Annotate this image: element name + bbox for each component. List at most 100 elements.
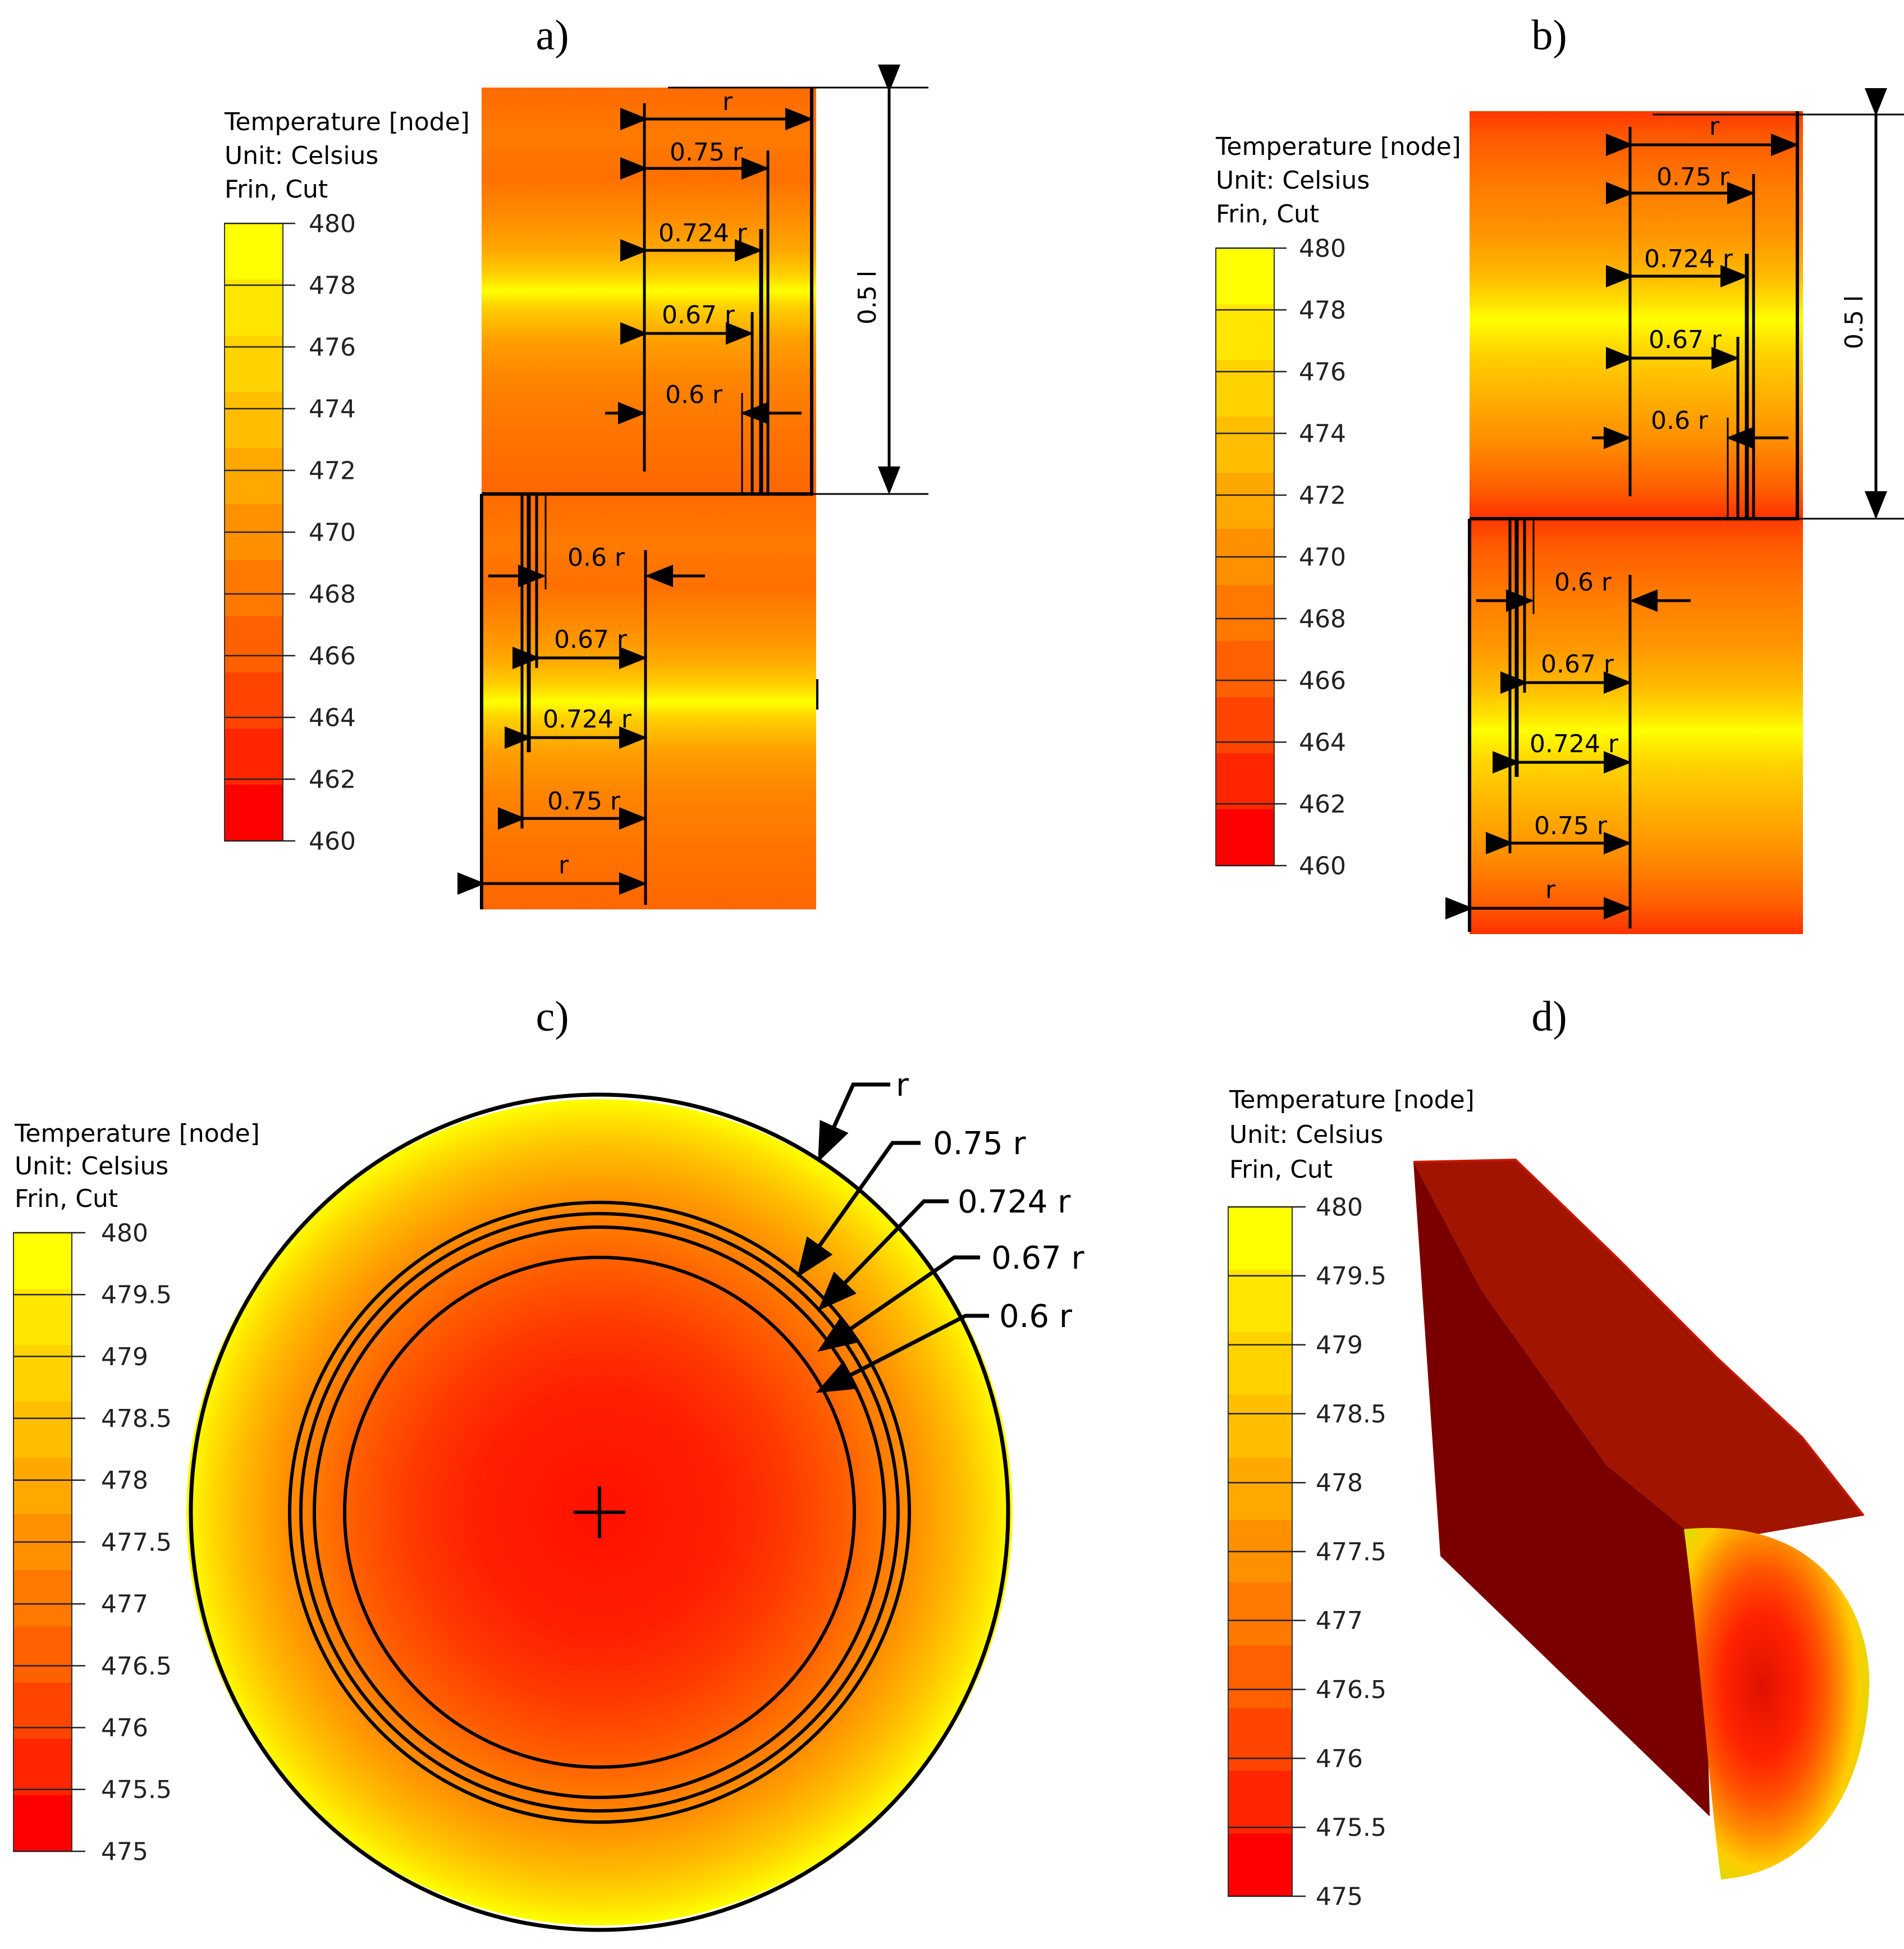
legend-d-colorbar-band-1 bbox=[1228, 1269, 1292, 1333]
legend-d-colorbar-tick-label-6: 477 bbox=[1316, 1607, 1363, 1635]
panel-b: Temperature [node] Unit: Celsius Frin, C… bbox=[1215, 88, 1904, 934]
legend-b-colorbar-band-4 bbox=[1216, 473, 1274, 529]
half-cylinder-end-face bbox=[1684, 1527, 1870, 1879]
panel-label-b: b) bbox=[1531, 12, 1567, 59]
legend-c-colorbar-band-6 bbox=[13, 1570, 72, 1627]
legend-a-colorbar-band-9 bbox=[225, 729, 283, 785]
legend-a-colorbar-band-1 bbox=[225, 280, 283, 336]
legend-d: Temperature [node] Unit: Celsius Frin, C… bbox=[1228, 1086, 1475, 1911]
legend-a-colorbar-tick-label-8: 464 bbox=[309, 703, 356, 732]
callout-067-arrow bbox=[817, 1255, 980, 1352]
dim-a-r-label: r bbox=[722, 88, 733, 116]
dim-b-r-label: r bbox=[1709, 112, 1720, 141]
legend-b-colorbar-tick-label-4: 472 bbox=[1299, 481, 1346, 510]
legend-d-colorbar-tick-label-9: 475.5 bbox=[1316, 1814, 1386, 1842]
ring-0724 bbox=[299, 1212, 900, 1813]
legend-c-colorbar-tick-label-5: 477.5 bbox=[101, 1528, 172, 1557]
dim-b-0724-label: 0.724 r bbox=[1644, 245, 1733, 273]
dim-b-067-label: 0.67 r bbox=[1649, 326, 1722, 354]
dim-a-low-067-label: 0.67 r bbox=[554, 625, 628, 654]
cross-section-outline bbox=[189, 1092, 1010, 1932]
legend-a-colorbar-tick-label-3: 474 bbox=[309, 395, 356, 423]
dim-a-067-label: 0.67 r bbox=[662, 301, 735, 330]
dim-b-low-06-label: 0.6 r bbox=[1554, 568, 1612, 597]
legend-d-colorbar-tick-label-7: 476.5 bbox=[1316, 1676, 1386, 1704]
legend-b-colorbar-tick-label-9: 462 bbox=[1299, 790, 1346, 818]
callout-0724-arrow bbox=[818, 1199, 949, 1311]
callout-r-label: r bbox=[896, 1067, 909, 1104]
legend-a-colorbar-band-10 bbox=[225, 785, 283, 841]
legend-a-colorbar-tick-label-0: 480 bbox=[309, 209, 356, 238]
legend-a-colorbar-band-2 bbox=[225, 336, 283, 392]
specimen-a-lower bbox=[482, 494, 816, 909]
callout-0724-label: 0.724 r bbox=[958, 1184, 1071, 1220]
legend-b-colorbar-tick-label-7: 466 bbox=[1299, 666, 1346, 695]
legend-c-colorbar-tick-label-7: 476.5 bbox=[101, 1652, 172, 1681]
legend-c-colorbar: 480 479.5 479 478.5 478 477.5 477 476.5 476 475.5… bbox=[13, 1219, 172, 1866]
legend-d-colorbar-tick-label-4: 478 bbox=[1316, 1469, 1363, 1498]
ring-075 bbox=[288, 1201, 911, 1824]
legend-d-colorbar-band-0 bbox=[1228, 1207, 1292, 1270]
legend-b-colorbar-band-10 bbox=[1216, 809, 1274, 866]
legend-c-colorbar-tick-label-3: 478.5 bbox=[101, 1404, 172, 1433]
dim-a-low-075-label: 0.75 r bbox=[547, 787, 621, 816]
legend-a-colorbar-tick-label-6: 468 bbox=[309, 580, 356, 609]
legend-b-colorbar-band-8 bbox=[1216, 697, 1274, 754]
legend-a-title: Temperature [node] bbox=[224, 108, 470, 136]
panel-label-a: a) bbox=[536, 12, 569, 59]
legend-d-colorbar-tick-label-0: 480 bbox=[1316, 1193, 1363, 1221]
legend-b-colorbar-tick-label-0: 480 bbox=[1299, 234, 1346, 263]
legend-a-colorbar-tick-label-9: 462 bbox=[309, 765, 356, 794]
legend-b-colorbar-tick-label-2: 476 bbox=[1299, 358, 1346, 386]
legend-a-colorbar-tick-label-7: 466 bbox=[309, 642, 356, 670]
legend-c-colorbar-band-9 bbox=[13, 1738, 72, 1796]
specimen-b-lower bbox=[1470, 519, 1803, 934]
legend-c-colorbar-tick-label-8: 476 bbox=[101, 1714, 148, 1742]
legend-d-colorbar-band-2 bbox=[1228, 1332, 1292, 1396]
legend-a-colorbar-tick-label-2: 476 bbox=[309, 333, 356, 362]
legend-b-colorbar-band-2 bbox=[1216, 360, 1274, 417]
dim-b-low-075-label: 0.75 r bbox=[1534, 812, 1608, 840]
legend-b-colorbar-tick-label-3: 474 bbox=[1299, 419, 1346, 448]
dim-b-low-r-label: r bbox=[1545, 876, 1556, 904]
panel-label-d: d) bbox=[1531, 993, 1567, 1040]
legend-d-colorbar-tick-label-2: 479 bbox=[1316, 1331, 1363, 1360]
legend-b-colorbar-tick-label-6: 468 bbox=[1299, 605, 1346, 633]
dim-b-075-label: 0.75 r bbox=[1656, 163, 1730, 191]
legend-b-colorbar: 480 478 476 474 472 470 468 466 464 462 460 bbox=[1215, 234, 1346, 880]
callout-075-label: 0.75 r bbox=[933, 1126, 1026, 1162]
dim-a-075-label: 0.75 r bbox=[670, 138, 743, 167]
dim-a-low-r-label: r bbox=[559, 851, 569, 880]
legend-d-unit: Unit: Celsius bbox=[1229, 1120, 1383, 1149]
legend-b-colorbar-tick-label-1: 478 bbox=[1299, 296, 1346, 324]
half-cylinder-top-surface bbox=[1413, 1160, 1864, 1544]
legend-b-colorbar-band-7 bbox=[1216, 641, 1274, 698]
panel-d: Temperature [node] Unit: Celsius Frin, C… bbox=[1228, 1086, 1870, 1911]
callout-075-arrow bbox=[797, 1141, 921, 1278]
legend-d-colorbar-band-7 bbox=[1228, 1645, 1292, 1709]
dim-b-low-067-label: 0.67 r bbox=[1541, 650, 1614, 679]
legend-d-colorbar-band-6 bbox=[1228, 1582, 1292, 1646]
legend-b-colorbar-tick-label-5: 470 bbox=[1299, 543, 1346, 571]
callout-06-arrow bbox=[816, 1314, 989, 1393]
legend-a-variable: Frin, Cut bbox=[225, 175, 328, 204]
legend-c-colorbar-tick-label-0: 480 bbox=[101, 1219, 148, 1247]
dim-a-06-label: 0.6 r bbox=[665, 381, 723, 409]
callout-06-label: 0.6 r bbox=[999, 1298, 1073, 1335]
legend-a-colorbar-band-7 bbox=[225, 616, 283, 673]
legend-c-colorbar-tick-label-2: 479 bbox=[101, 1343, 148, 1371]
legend-c-colorbar-band-10 bbox=[13, 1795, 72, 1852]
legend-c-colorbar-band-3 bbox=[13, 1401, 72, 1458]
legend-a-colorbar-tick-label-1: 478 bbox=[309, 271, 356, 300]
legend-c-colorbar-band-8 bbox=[13, 1682, 72, 1740]
legend-b-colorbar-band-3 bbox=[1216, 417, 1274, 473]
legend-d-colorbar-band-9 bbox=[1228, 1770, 1292, 1834]
legend-a-unit: Unit: Celsius bbox=[225, 141, 378, 170]
panel-c: Temperature [node] Unit: Celsius Frin, C… bbox=[13, 1067, 1084, 1932]
legend-c-colorbar-band-1 bbox=[13, 1289, 72, 1346]
legend-c-colorbar-tick-label-1: 479.5 bbox=[101, 1281, 172, 1310]
legend-a-colorbar-band-3 bbox=[225, 392, 283, 449]
legend-b-colorbar-band-0 bbox=[1216, 248, 1274, 305]
dim-a-low-0724-label: 0.724 r bbox=[543, 705, 632, 734]
